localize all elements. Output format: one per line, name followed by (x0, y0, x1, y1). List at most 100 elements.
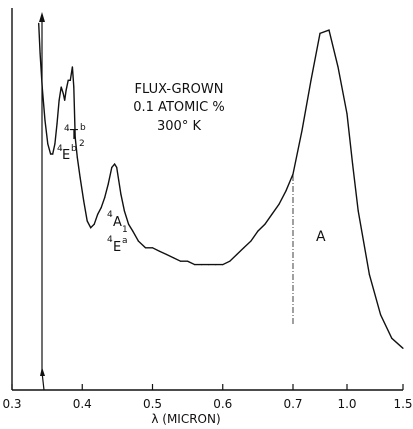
data-point (116, 166, 118, 168)
up-arrow-top-icon (39, 12, 45, 22)
x-tick-label: 1.5 (393, 397, 412, 411)
data-point (107, 183, 109, 185)
data-point (128, 223, 130, 225)
data-point (76, 156, 78, 158)
axes: 0.3 0.4 0.5 0.6 0.7 1.0 1.5 (2, 8, 413, 411)
x-tick-labels: 0.3 0.4 0.5 0.6 0.7 1.0 1.5 (2, 397, 412, 411)
data-point (111, 166, 113, 168)
svg-text:T: T (69, 128, 78, 143)
data-point (56, 123, 58, 125)
x-tick-label: 0.7 (283, 397, 302, 411)
svg-text:4: 4 (57, 144, 63, 154)
x-tick-label: 0.4 (73, 397, 92, 411)
data-point (118, 180, 120, 182)
up-arrow-bottom-icon (40, 367, 45, 376)
svg-text:A: A (113, 215, 122, 230)
data-point (208, 264, 210, 266)
data-point (391, 337, 393, 339)
data-point (264, 223, 266, 225)
data-point (73, 86, 75, 88)
data-point (301, 129, 303, 132)
x-axis-label: λ (MICRON) (151, 412, 220, 426)
x-tick-label: 0.6 (213, 397, 232, 411)
svg-text:a: a (122, 236, 128, 246)
data-point (71, 66, 73, 68)
data-point (278, 203, 280, 205)
spectrum-points (38, 22, 404, 349)
data-point (328, 29, 330, 31)
title-line-1: FLUX-GROWN (135, 82, 224, 97)
data-point (346, 113, 348, 115)
svg-text:b: b (71, 144, 77, 154)
data-point (47, 143, 49, 145)
data-point (285, 190, 287, 192)
data-point (86, 220, 88, 222)
svg-text:2: 2 (79, 139, 85, 149)
data-point (114, 163, 116, 165)
data-point (69, 79, 71, 81)
data-point (64, 99, 66, 101)
data-point (44, 119, 46, 122)
data-point (250, 240, 252, 242)
band-label-a: A (316, 229, 326, 245)
data-point (319, 32, 321, 35)
data-point (132, 230, 134, 232)
peak-label-4eb: 4 E b (57, 144, 77, 163)
data-point (151, 247, 154, 249)
data-point (166, 253, 168, 256)
x-tick-label: 0.3 (2, 397, 21, 411)
data-point (229, 260, 231, 262)
data-point (58, 99, 60, 101)
spectrum-line (38, 23, 404, 349)
data-point (292, 173, 294, 175)
data-point (54, 143, 56, 145)
data-point (380, 314, 382, 316)
left-marker (39, 12, 45, 391)
data-point (60, 86, 62, 88)
svg-text:4: 4 (107, 235, 113, 245)
data-point (120, 193, 122, 195)
peak-label-4ea: 4 E a (107, 235, 128, 255)
svg-text:4: 4 (107, 210, 113, 220)
data-point (97, 213, 99, 215)
data-point (83, 200, 85, 202)
data-point (271, 213, 273, 215)
data-point (158, 250, 161, 252)
x-tick-label: 0.5 (143, 397, 162, 411)
data-point (104, 197, 106, 199)
x-tick-label: 1.0 (337, 397, 356, 411)
data-point (90, 227, 92, 229)
data-point (123, 210, 125, 212)
title-line-2: 0.1 ATOMIC % (133, 100, 224, 115)
data-point (187, 260, 189, 262)
data-point (402, 347, 404, 349)
data-point (50, 153, 52, 155)
data-point (38, 22, 40, 24)
data-point (222, 264, 224, 266)
data-point (137, 240, 139, 242)
svg-text:E: E (62, 148, 70, 163)
data-point (368, 274, 370, 276)
data-point (236, 253, 238, 256)
data-point (100, 207, 102, 209)
data-point (41, 86, 43, 88)
data-point (173, 257, 175, 259)
data-point (144, 247, 147, 249)
svg-text:E: E (113, 240, 121, 255)
data-point (67, 79, 69, 81)
data-point (257, 230, 259, 232)
title-line-3: 300° K (157, 119, 201, 134)
data-point (194, 264, 196, 266)
data-point (180, 260, 182, 262)
data-point (62, 93, 64, 95)
svg-text:1: 1 (122, 225, 128, 235)
data-point (310, 79, 312, 81)
title-block: FLUX-GROWN 0.1 ATOMIC % 300° K (133, 82, 224, 134)
data-point (39, 52, 41, 55)
svg-text:b: b (80, 123, 86, 133)
data-point (357, 210, 359, 212)
data-point (79, 176, 81, 178)
data-point (215, 264, 217, 266)
data-point (337, 66, 339, 68)
